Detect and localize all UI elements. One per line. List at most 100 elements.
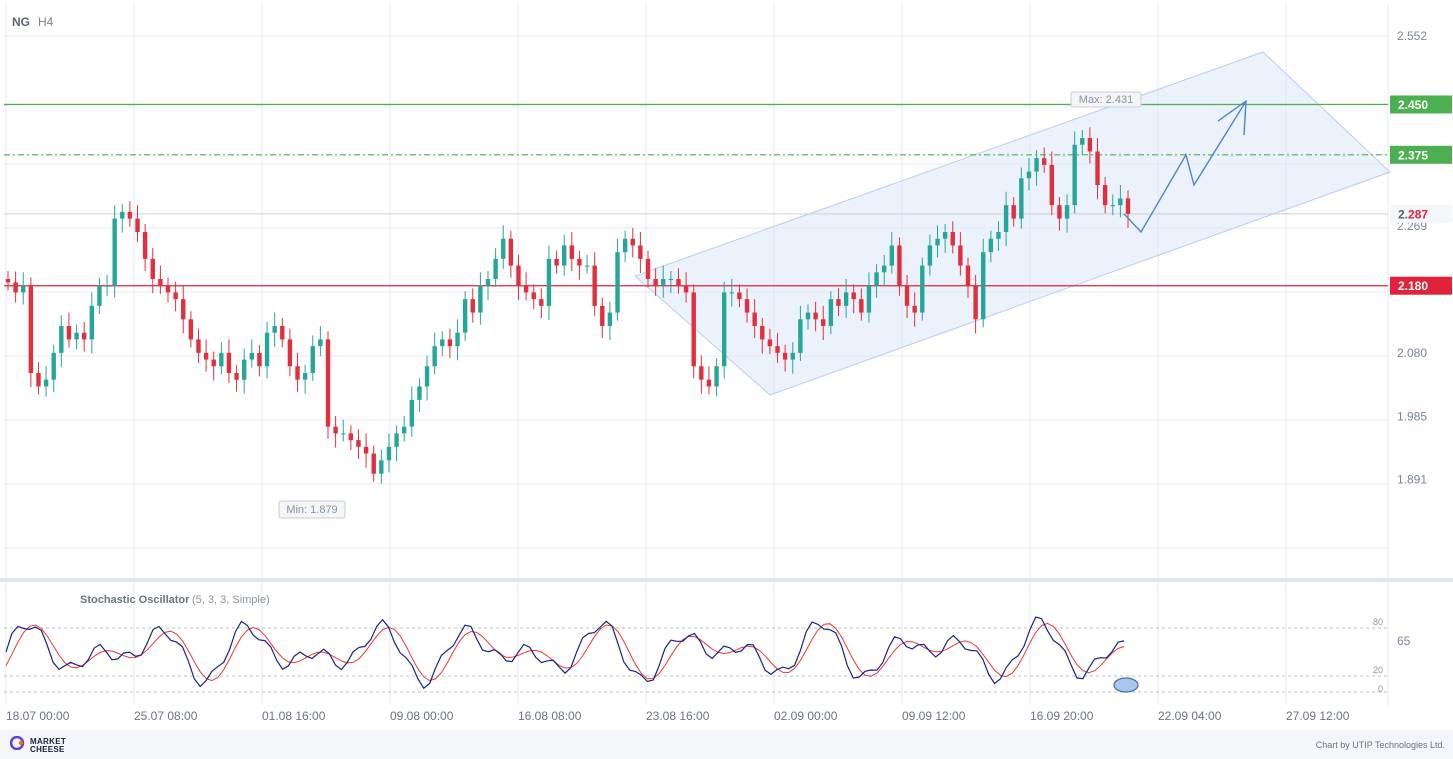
stoch-d-line	[5, 622, 1125, 682]
candle-body	[173, 292, 178, 300]
candle-body	[851, 292, 856, 300]
candle-body	[592, 265, 597, 306]
candle-body	[1034, 158, 1039, 172]
level-badge-2	[1390, 276, 1452, 295]
min-label: Min: 1.879	[286, 504, 337, 516]
x-tick-7: 09.09 12:00	[902, 709, 966, 723]
candle-body	[874, 272, 879, 286]
candle-body	[539, 299, 544, 306]
y-tick-0: 2.552	[1397, 29, 1427, 43]
oscillator-params: (5, 3, 3, Simple)	[192, 594, 270, 606]
candle-body	[401, 426, 407, 434]
x-tick-2: 01.08 16:00	[262, 709, 326, 723]
candle-body	[462, 299, 468, 333]
candle-body	[653, 279, 658, 286]
candle-body	[219, 352, 224, 367]
candle-body	[889, 245, 895, 266]
current-price-text: 2.287	[1398, 207, 1428, 221]
candle-body	[1049, 164, 1055, 206]
candle-body	[973, 285, 978, 320]
level-badge-text-0: 2.450	[1398, 98, 1428, 112]
candle-body	[36, 372, 41, 387]
candle-body	[1064, 205, 1070, 219]
candle-body	[981, 252, 986, 320]
candle-body	[455, 332, 460, 347]
candle-body	[1118, 198, 1123, 206]
osc-level-80: 80	[1373, 617, 1383, 627]
candle-body	[767, 339, 773, 347]
x-tick-8: 16.09 20:00	[1030, 709, 1094, 723]
osc-right-value: 65	[1397, 634, 1411, 648]
candle-body	[912, 305, 917, 313]
candle-body	[721, 292, 727, 367]
candle-body	[607, 312, 613, 327]
candle-body	[371, 453, 376, 474]
candle-body	[775, 346, 780, 353]
candle-body	[561, 245, 567, 266]
candle-body	[417, 386, 422, 400]
candle-body	[478, 285, 483, 313]
candle-body	[782, 352, 788, 360]
candle-body	[859, 299, 864, 313]
panel-separator	[0, 578, 1453, 582]
candle-body	[676, 279, 681, 286]
candle-body	[21, 285, 26, 293]
candle-body	[257, 352, 262, 367]
current-price-badge	[1390, 204, 1452, 223]
candle-body	[813, 312, 818, 320]
x-tick-6: 02.09 00:00	[774, 709, 838, 723]
candle-body	[965, 265, 971, 286]
timeframe-label: H4	[38, 15, 54, 29]
forecast-path	[1123, 100, 1247, 234]
candle-body	[523, 285, 529, 293]
candle-body	[409, 399, 415, 427]
candle-body	[211, 359, 216, 367]
candle-body	[569, 245, 575, 259]
forecast-arrow-head	[1217, 99, 1247, 136]
candle-body	[74, 332, 79, 340]
candle-body	[760, 326, 765, 340]
level-badge-1	[1390, 145, 1452, 164]
candle-body	[1072, 144, 1077, 206]
candle-body	[668, 279, 674, 281]
candle-body	[508, 238, 514, 266]
candle-body	[935, 238, 940, 246]
candle-body	[729, 292, 735, 294]
candle-body	[165, 285, 171, 293]
candle-body	[66, 326, 72, 340]
candle-body	[790, 352, 795, 360]
candle-body	[828, 299, 834, 327]
candle-body	[249, 352, 255, 360]
candle-body	[714, 366, 719, 387]
candle-body	[203, 352, 209, 360]
candle-body	[120, 211, 125, 219]
candle-body	[188, 319, 194, 340]
candle-body	[104, 285, 110, 287]
footer	[0, 730, 1453, 759]
oversold-highlight	[1113, 677, 1139, 693]
candle-body	[135, 218, 140, 233]
candle-body	[531, 292, 536, 300]
x-axis: 18.07 00:00 25.07 08:00 01.08 16:00 09.08 0…	[6, 709, 1350, 723]
logo-line2: CHEESE	[30, 745, 65, 754]
candle-body	[1125, 198, 1131, 214]
candle-body	[295, 366, 300, 380]
stoch-k-line	[5, 616, 1125, 690]
candle-body	[272, 326, 277, 333]
candle-body	[241, 359, 247, 380]
candle-body	[798, 319, 803, 353]
candle-body	[1080, 138, 1085, 145]
candle-body	[89, 305, 95, 340]
candle-body	[356, 440, 361, 447]
x-tick-4: 16.08 08:00	[518, 709, 582, 723]
brand-logo[interactable]: MARKET CHEESE	[30, 738, 66, 754]
candle-body	[13, 282, 18, 293]
candle-body	[485, 279, 491, 286]
candle-body	[554, 258, 559, 266]
candle-body	[1102, 185, 1108, 206]
candle-body	[158, 279, 163, 286]
candle-body	[196, 339, 201, 353]
candle-body	[501, 238, 506, 259]
candle-body	[546, 258, 552, 306]
